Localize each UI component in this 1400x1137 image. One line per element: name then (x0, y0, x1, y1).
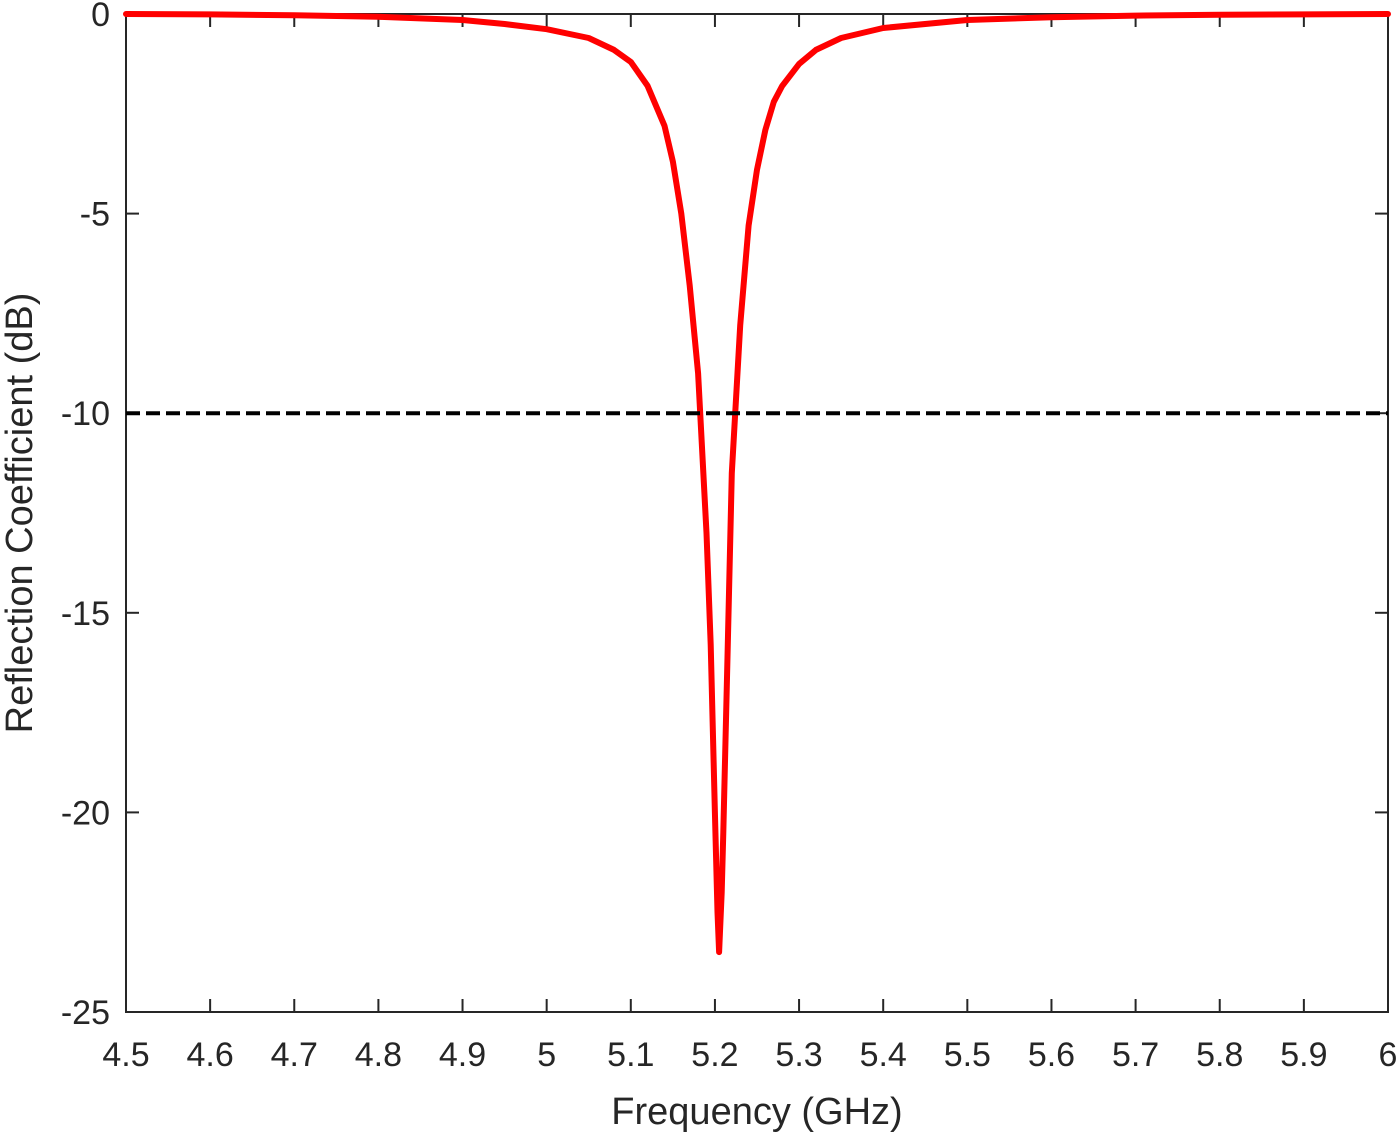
x-tick-label: 4.8 (355, 1036, 402, 1074)
x-tick-label: 5.4 (860, 1036, 907, 1074)
x-tick-label: 4.7 (271, 1036, 318, 1074)
x-tick-labels: 4.5 4.6 4.7 4.8 4.9 5 5.1 5.2 5.3 5.4 5.5 5.6 5.7 5.8… (102, 1036, 1397, 1074)
x-tick-label: 5.9 (1280, 1036, 1327, 1074)
x-tick-label: 5.2 (691, 1036, 738, 1074)
y-tick-label: -20 (61, 794, 110, 832)
y-tick-label: 0 (91, 0, 110, 34)
x-tick-label: 5.6 (1028, 1036, 1075, 1074)
y-tick-labels: 0 -5 -10 -15 -20 -25 (61, 0, 110, 1032)
x-tick-label: 5.1 (607, 1036, 654, 1074)
x-tick-label: 5 (537, 1036, 556, 1074)
x-tick-label: 4.6 (187, 1036, 234, 1074)
x-tick-label: 4.9 (439, 1036, 486, 1074)
y-tick-label: -15 (61, 595, 110, 633)
x-tick-label: 4.5 (102, 1036, 149, 1074)
x-tick-label: 5.7 (1112, 1036, 1159, 1074)
series-layer (123, 11, 1391, 956)
x-tick-label: 5.8 (1196, 1036, 1243, 1074)
x-axis-label: Frequency (GHz) (611, 1091, 902, 1133)
reflection-curve (123, 11, 1391, 956)
y-tick-label: -5 (80, 196, 110, 234)
y-axis-label: Reflection Coefficient (dB) (0, 293, 41, 734)
x-tick-label: 5.3 (775, 1036, 822, 1074)
y-tick-label: -25 (61, 994, 110, 1032)
y-tick-label: -10 (61, 395, 110, 433)
x-tick-label: 6 (1379, 1036, 1398, 1074)
x-tick-label: 5.5 (944, 1036, 991, 1074)
